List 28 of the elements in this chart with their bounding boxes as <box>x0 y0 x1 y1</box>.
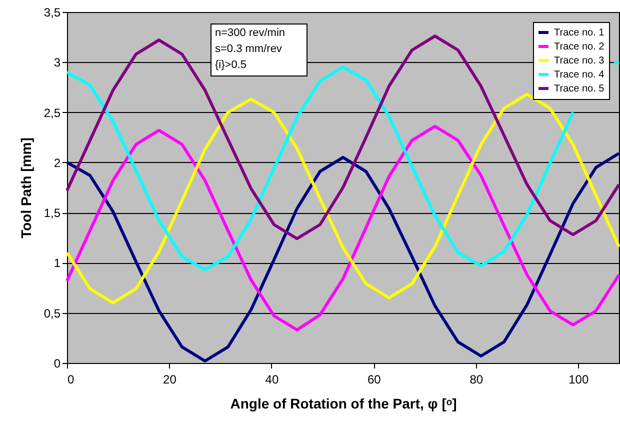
annotation: {i}>0.5 <box>215 59 247 71</box>
x-tick-label: 80 <box>470 372 484 386</box>
legend-label: Trace no. 2 <box>554 42 605 52</box>
y-tick-label: 1,5 <box>44 206 61 220</box>
x-axis-title: Angle of Rotation of the Part, φ [ᵒ] <box>230 396 457 412</box>
y-tick-label: 2,5 <box>44 106 61 120</box>
annotation: s=0.3 mm/rev <box>215 43 282 55</box>
line-series <box>66 34 620 240</box>
x-tick-label: 60 <box>367 372 382 386</box>
line-series <box>66 92 620 304</box>
x-tick-label: 100 <box>568 372 589 386</box>
line-series <box>66 124 620 332</box>
y-tick-label: 1 <box>54 256 61 270</box>
x-tick-label: 20 <box>163 372 177 386</box>
annotation: n=300 rev/min <box>215 27 286 39</box>
y-tick-label: 0 <box>54 356 61 370</box>
y-tick-label: 3 <box>54 56 61 70</box>
y-tick-label: 0,5 <box>44 306 61 320</box>
y-tick-label: 2 <box>54 156 61 170</box>
y-tick-label: 3,5 <box>44 6 61 20</box>
x-tick-label: 40 <box>265 372 279 386</box>
x-tick-label: 0 <box>68 372 74 386</box>
legend-label: Trace no. 3 <box>554 56 605 66</box>
legend-label: Trace no. 4 <box>554 70 605 80</box>
line-series <box>66 152 620 362</box>
y-axis-title: Tool Path [mm] <box>18 138 34 238</box>
legend-label: Trace no. 5 <box>554 84 605 94</box>
legend-label: Trace no. 1 <box>554 28 605 38</box>
